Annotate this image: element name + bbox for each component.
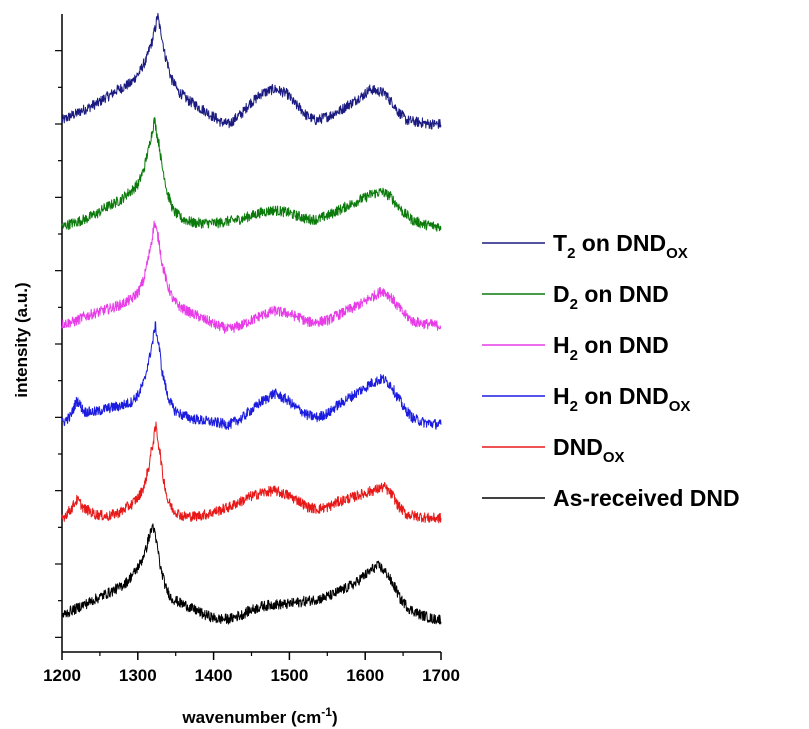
- series-line-1: [61, 117, 442, 232]
- legend-text-part: T: [553, 230, 567, 256]
- legend-text-part: D: [553, 281, 570, 307]
- series-line-5: [61, 523, 442, 625]
- legend-item: H2 on DNDOX: [482, 383, 690, 415]
- x-axis-label-close: ): [332, 708, 338, 727]
- legend-item: T2 on DNDOX: [482, 230, 688, 262]
- legend-label: DNDOX: [553, 434, 625, 466]
- legend-subscript: OX: [666, 245, 688, 262]
- x-tick-label: 1300: [119, 666, 157, 685]
- series-line-4: [61, 421, 442, 524]
- series-line-3: [61, 321, 442, 431]
- legend-text-part: on DND: [575, 230, 666, 256]
- x-tick-label: 1200: [43, 666, 81, 685]
- series-line-2: [61, 220, 442, 334]
- legend-text-part: As-received DND: [553, 485, 740, 511]
- x-axis-label: wavenumber (cm-1): [181, 705, 337, 727]
- legend-subscript: OX: [669, 398, 691, 415]
- x-tick-label: 1400: [195, 666, 233, 685]
- legend-text-part: on DND: [578, 281, 669, 307]
- legend-text-part: DND: [553, 434, 603, 460]
- legend-label: T2 on DNDOX: [553, 230, 688, 262]
- series-line-0: [61, 12, 442, 130]
- legend-subscript: 2: [570, 296, 578, 313]
- legend-label: As-received DND: [553, 485, 740, 511]
- axes: 1200 1300 1400 1500 1600 1700: [43, 14, 460, 685]
- legend-label: H2 on DNDOX: [553, 383, 690, 415]
- legend-label: D2 on DND: [553, 281, 669, 313]
- x-tick-label: 1500: [270, 666, 308, 685]
- x-axis-label-superscript: -1: [321, 705, 332, 719]
- legend-subscript: 2: [570, 398, 578, 415]
- y-axis-label: intensity (a.u.): [12, 282, 31, 397]
- legend-item: DNDOX: [482, 434, 625, 466]
- legend-item: H2 on DND: [482, 332, 669, 364]
- legend-subscript: 2: [567, 245, 575, 262]
- legend-text-part: H: [553, 332, 570, 358]
- x-tick-label: 1700: [422, 666, 460, 685]
- legend-subscript: OX: [603, 449, 625, 466]
- x-tick-label: 1600: [346, 666, 384, 685]
- legend-item: As-received DND: [482, 485, 740, 511]
- legend-text-part: H: [553, 383, 570, 409]
- legend-subscript: 2: [570, 347, 578, 364]
- series-layer: [61, 12, 442, 625]
- legend-text-part: on DND: [578, 383, 669, 409]
- legend-item: D2 on DND: [482, 281, 669, 313]
- x-axis-label-main: wavenumber (cm: [181, 708, 321, 727]
- legend-text-part: on DND: [578, 332, 669, 358]
- legend-label: H2 on DND: [553, 332, 669, 364]
